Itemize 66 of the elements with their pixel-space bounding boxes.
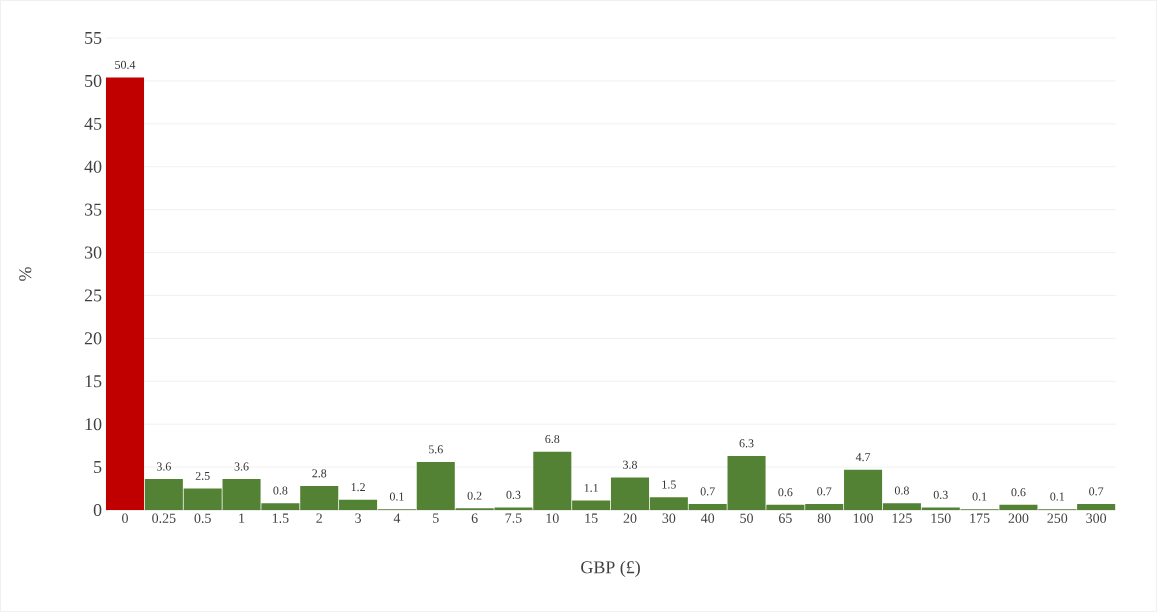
x-tick-label: 10 [546, 513, 559, 523]
x-axis-title: GBP (£) [581, 560, 640, 577]
data-label: 6.3 [739, 439, 754, 448]
x-tick-label: 0.5 [194, 513, 211, 523]
x-tick-label: 1 [239, 513, 245, 523]
data-label: 0.6 [1011, 488, 1026, 497]
x-tick-label: 200 [1008, 513, 1029, 523]
y-tick-label: 35 [84, 203, 102, 216]
x-tick-label: 80 [817, 513, 831, 523]
x-tick-label: 300 [1086, 513, 1107, 523]
data-label: 0.7 [1089, 487, 1104, 496]
y-tick-label: 40 [84, 160, 102, 173]
data-label: 0.6 [778, 488, 793, 497]
y-tick-label: 15 [85, 375, 102, 388]
y-tick-label: 30 [84, 246, 102, 259]
y-tick-label: 20 [84, 332, 102, 345]
data-label: 1.5 [662, 480, 676, 489]
x-tick-label: 125 [892, 513, 912, 523]
x-tick-label: 50 [740, 513, 753, 523]
data-label: 2.8 [312, 469, 327, 478]
y-tick-label: 50 [85, 74, 102, 87]
data-label: 0.3 [506, 490, 521, 499]
x-tick-label: 65 [778, 513, 792, 523]
x-tick-label: 2 [316, 513, 322, 523]
data-label: 4.7 [855, 453, 871, 462]
y-tick-label: 25 [84, 289, 102, 302]
data-label: 3.6 [234, 462, 249, 471]
x-tick-label: 15 [585, 513, 598, 523]
y-tick-label: 55 [85, 32, 102, 44]
x-tick-label: 30 [662, 513, 676, 523]
y-tick-label: 45 [84, 117, 102, 130]
bar [105, 77, 145, 510]
y-tick-label: 5 [94, 461, 102, 474]
x-tick-label: 1.5 [272, 513, 289, 523]
data-label: 6.8 [545, 435, 560, 444]
data-label: 0.8 [273, 486, 288, 495]
data-label: 2.5 [195, 471, 210, 481]
x-tick-label: 250 [1047, 513, 1068, 523]
x-tick-label: 150 [931, 513, 951, 523]
data-label: 50.4 [115, 60, 136, 69]
y-tick-label: 10 [85, 418, 102, 431]
data-label: 1.1 [584, 483, 598, 493]
x-tick-label: 100 [853, 513, 873, 523]
y-axis-title: % [19, 267, 32, 281]
data-label: 0.3 [933, 490, 948, 499]
data-label: 5.6 [428, 445, 443, 454]
data-label: 0.2 [467, 491, 482, 500]
x-tick-label: 5 [433, 513, 439, 523]
data-label: 3.8 [623, 460, 637, 469]
data-label: 1.2 [351, 483, 365, 492]
x-tick-label: 4 [393, 513, 401, 523]
data-label: 3.6 [156, 462, 171, 471]
x-tick-label: 6 [471, 513, 478, 523]
data-label: 0.1 [972, 492, 987, 501]
data-label: 0.8 [894, 486, 909, 495]
data-label: 0.1 [389, 492, 404, 501]
x-tick-label: 40 [700, 513, 715, 523]
x-tick-label: 3 [355, 513, 362, 523]
data-label: 0.7 [817, 487, 832, 496]
x-tick-label: 20 [623, 513, 637, 523]
data-label: 0.7 [700, 487, 715, 496]
x-tick-label: 7.5 [505, 513, 522, 523]
x-tick-label: 0 [122, 513, 128, 523]
x-tick-label: 0.25 [152, 513, 176, 523]
x-tick-label: 175 [970, 513, 990, 523]
data-label: 0.1 [1050, 492, 1065, 501]
